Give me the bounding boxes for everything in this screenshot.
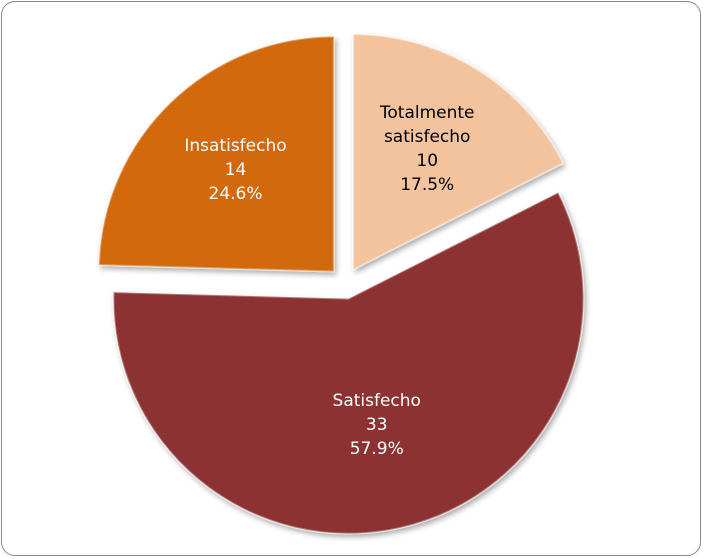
- slice-name: Insatisfecho: [184, 136, 287, 157]
- slice-name: Totalmente satisfecho: [379, 103, 475, 148]
- data-label: Insatisfecho 14 24.6%: [161, 134, 311, 206]
- slice-value: 33: [365, 414, 388, 435]
- slice-value: 14: [224, 160, 247, 181]
- pie-slice: [112, 191, 585, 535]
- slice-value: 10: [416, 151, 439, 172]
- pie-slice: [352, 33, 565, 271]
- pie-slice: [97, 35, 335, 273]
- slice-percent: 17.5%: [400, 175, 455, 196]
- slice-percent: 57.9%: [349, 438, 404, 459]
- slice-percent: 24.6%: [208, 184, 263, 205]
- data-label: Satisfecho 33 57.9%: [302, 389, 452, 461]
- slice-name: Satisfecho: [332, 390, 421, 411]
- data-label: Totalmente satisfecho 10 17.5%: [352, 101, 502, 197]
